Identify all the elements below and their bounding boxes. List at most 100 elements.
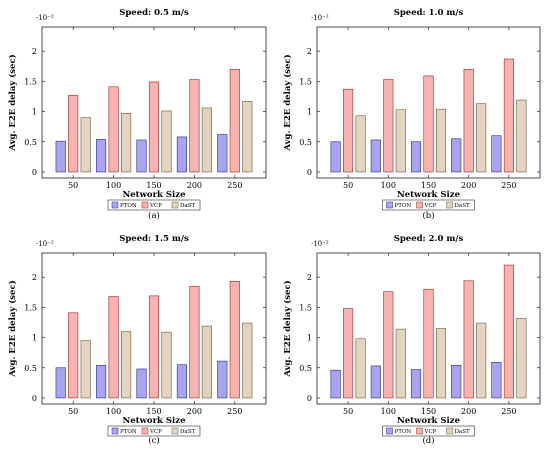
bar-pton-150 — [410, 141, 422, 173]
bar-vcp-250 — [229, 68, 240, 173]
bar-vcp-200 — [189, 79, 200, 173]
bar-dast-200 — [201, 325, 212, 399]
y-tick-label: 2 — [307, 47, 312, 56]
y-tick-label: 1 — [32, 108, 37, 117]
y-axis-label: Avg. E2E delay (sec) — [7, 54, 18, 151]
bar-pton-200 — [451, 365, 462, 399]
legend-box — [107, 199, 201, 211]
x-tick-label: 50 — [343, 407, 353, 416]
y-tick-label: 1.5 — [299, 77, 312, 86]
bar-vcp-150 — [423, 288, 434, 399]
y-tick-label: 1 — [32, 334, 37, 343]
legend-box — [107, 425, 201, 437]
legend: PTON VCP DaST — [382, 425, 475, 437]
legend-swatch-dast — [446, 201, 453, 209]
y-tick-label: 0 — [32, 168, 37, 177]
legend-box — [382, 199, 475, 211]
bar-dast-50 — [355, 338, 366, 399]
legend-swatch-pton — [386, 201, 393, 209]
x-tick-label: 200 — [461, 181, 476, 190]
x-axis-label: Network Size — [122, 416, 186, 426]
legend-swatch-dast — [171, 201, 179, 209]
bar-vcp-250 — [503, 58, 514, 173]
y-tick-label: 0 — [32, 394, 37, 403]
y-tick-label: 1 — [307, 108, 312, 117]
chart-title: Speed: 0.5 m/s — [119, 8, 189, 18]
bar-vcp-250 — [229, 281, 240, 399]
y-axis-label: Avg. E2E delay (sec) — [282, 54, 293, 151]
y-exponent-label: ·10⁻² — [36, 14, 54, 22]
legend-label-pton: PTON — [120, 203, 137, 209]
bar-pton-200 — [176, 136, 187, 173]
y-tick-label: 0.5 — [24, 138, 37, 147]
bar-dast-150 — [435, 108, 447, 173]
bar-pton-50 — [55, 367, 66, 399]
legend-label-vcp: VCP — [424, 203, 437, 209]
y-exponent-label: ·10⁻² — [311, 14, 329, 22]
x-tick-label: 200 — [461, 407, 476, 416]
bar-dast-100 — [121, 331, 132, 399]
legend-label-vcp: VCP — [424, 429, 437, 435]
legend-label-pton: PTON — [395, 203, 412, 209]
bar-dast-100 — [121, 113, 132, 173]
x-axis-label: Network Size — [397, 416, 461, 426]
y-tick-label: 0.5 — [299, 364, 312, 373]
legend: PTON VCP DaST — [107, 425, 201, 437]
legend-label-dast: DaST — [455, 429, 470, 435]
x-tick-label: 250 — [501, 407, 516, 416]
bar-dast-50 — [355, 115, 366, 173]
y-tick-label: 0 — [307, 394, 312, 403]
x-tick-label: 50 — [68, 407, 78, 416]
x-tick-label: 100 — [381, 407, 396, 416]
bar-pton-50 — [330, 141, 341, 173]
x-tick-label: 100 — [106, 181, 121, 190]
y-tick-label: 1.5 — [299, 303, 312, 312]
legend-label-dast: DaST — [180, 203, 195, 209]
bar-vcp-200 — [189, 285, 200, 399]
bar-pton-250 — [217, 134, 228, 173]
chart-panel-2: Speed: 1.0 m/s ·10⁻² 0 0.5 1 1.5 2 Avg. E2E del… — [282, 8, 541, 221]
bar-vcp-100 — [383, 79, 394, 173]
legend-swatch-vcp — [416, 427, 423, 435]
bar-vcp-100 — [108, 296, 119, 399]
bar-dast-150 — [161, 110, 172, 173]
bar-pton-150 — [410, 369, 422, 399]
subfigure-caption: (d) — [422, 435, 434, 446]
legend-swatch-vcp — [141, 201, 149, 209]
x-tick-label: 150 — [421, 407, 436, 416]
legend-label-vcp: VCP — [149, 429, 162, 435]
bar-dast-100 — [395, 328, 406, 399]
bar-pton-100 — [370, 139, 381, 173]
y-axis-label: Avg. E2E delay (sec) — [7, 280, 18, 377]
bar-pton-250 — [491, 135, 502, 173]
bar-vcp-50 — [343, 308, 354, 399]
legend-swatch-pton — [111, 427, 119, 435]
bar-pton-100 — [96, 139, 107, 173]
y-tick-label: 1 — [307, 334, 312, 343]
legend-label-pton: PTON — [120, 429, 137, 435]
bar-pton-100 — [370, 365, 381, 399]
x-axis-label: Network Size — [122, 190, 186, 200]
x-tick-label: 250 — [501, 181, 516, 190]
y-tick-label: 2 — [32, 273, 37, 282]
bar-pton-50 — [55, 140, 66, 173]
bar-vcp-50 — [343, 88, 354, 173]
y-tick-label: 2 — [32, 47, 37, 56]
legend-swatch-vcp — [141, 427, 149, 435]
x-tick-label: 100 — [106, 407, 121, 416]
y-axis-label: Avg. E2E delay (sec) — [282, 280, 293, 377]
chart-panel-4: Speed: 2.0 m/s ·10⁻² 0 0.5 1 1.5 2 Avg. E2E del… — [282, 234, 541, 446]
bar-pton-250 — [491, 362, 502, 399]
bar-vcp-100 — [383, 291, 394, 399]
bar-dast-250 — [516, 99, 527, 173]
x-tick-label: 250 — [227, 407, 242, 416]
chart-title: Speed: 2.0 m/s — [394, 234, 464, 244]
bar-pton-200 — [451, 138, 462, 173]
y-tick-label: 2 — [307, 273, 312, 282]
legend-label-pton: PTON — [395, 429, 412, 435]
legend-box — [382, 425, 475, 437]
x-tick-label: 200 — [187, 407, 202, 416]
legend: PTON VCP DaST — [382, 199, 475, 211]
y-tick-label: 0 — [307, 168, 312, 177]
bar-dast-250 — [242, 100, 253, 173]
